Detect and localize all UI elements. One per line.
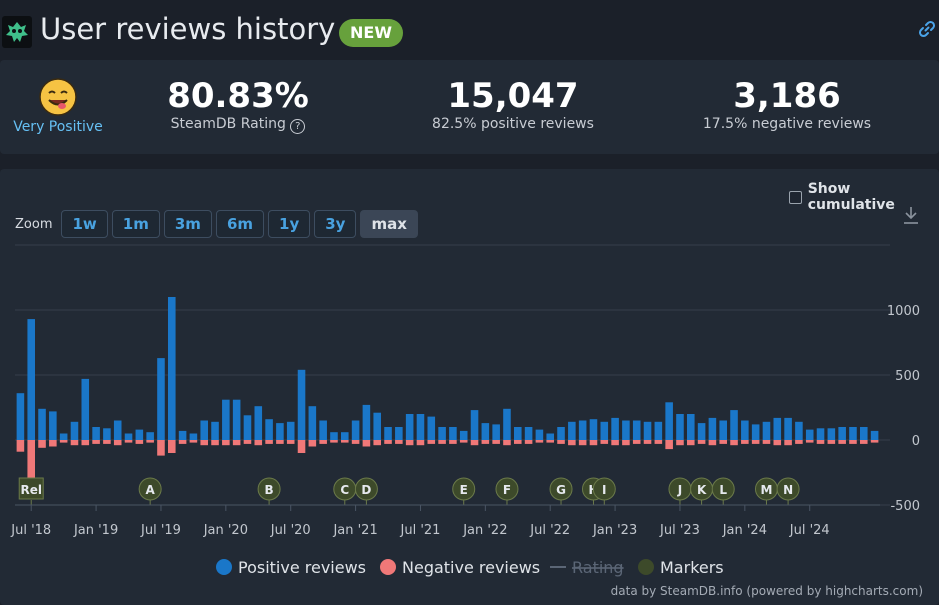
download-icon[interactable] bbox=[902, 205, 920, 229]
rating-caption: SteamDB Rating bbox=[170, 116, 286, 132]
rating-value: 80.83% bbox=[167, 76, 309, 116]
negative-value: 3,186 bbox=[733, 76, 841, 116]
reviews-chart: Show cumulative Zoom 1w 1m 3m 6m 1y 3y m… bbox=[0, 169, 939, 605]
cumulative-label: Show cumulative bbox=[807, 181, 895, 213]
steamdb-rating: 80.83% SteamDB Rating ? bbox=[138, 76, 338, 134]
positive-caption: 82.5% positive reviews bbox=[432, 116, 594, 132]
link-icon[interactable] bbox=[918, 20, 936, 42]
zoom-button-1w[interactable]: 1w bbox=[61, 210, 108, 238]
negative-caption: 17.5% negative reviews bbox=[702, 116, 872, 132]
new-badge: NEW bbox=[339, 19, 403, 47]
rating-label: Very Positive bbox=[13, 119, 103, 135]
zoom-button-3m[interactable]: 3m bbox=[163, 210, 212, 238]
smiling-face-icon bbox=[39, 78, 77, 116]
negative-reviews: 3,186 17.5% negative reviews bbox=[687, 76, 887, 132]
rating-emoji-block: Very Positive bbox=[8, 77, 108, 135]
total-value: 15,047 bbox=[447, 76, 579, 116]
zoom-button-1y[interactable]: 1y bbox=[268, 210, 311, 238]
page-title: User reviews history bbox=[40, 12, 336, 46]
game-logo[interactable] bbox=[2, 16, 32, 48]
zoom-button-1m[interactable]: 1m bbox=[111, 210, 160, 238]
zoom-button-6m[interactable]: 6m bbox=[215, 210, 265, 238]
total-reviews: 15,047 82.5% positive reviews bbox=[413, 76, 613, 132]
show-cumulative-toggle[interactable]: Show cumulative bbox=[789, 181, 939, 213]
zoom-controls: Zoom 1w 1m 3m 6m 1y 3y max bbox=[15, 210, 418, 238]
zoom-button-3y[interactable]: 3y bbox=[314, 210, 357, 238]
cumulative-checkbox[interactable] bbox=[789, 190, 802, 204]
rating-summary: Very Positive 80.83% SteamDB Rating ? 15… bbox=[0, 60, 939, 154]
page-header: User reviews history NEW bbox=[0, 0, 939, 60]
zoom-button-max[interactable]: max bbox=[360, 210, 418, 238]
zoom-label: Zoom bbox=[15, 216, 53, 232]
help-icon[interactable]: ? bbox=[290, 119, 306, 134]
